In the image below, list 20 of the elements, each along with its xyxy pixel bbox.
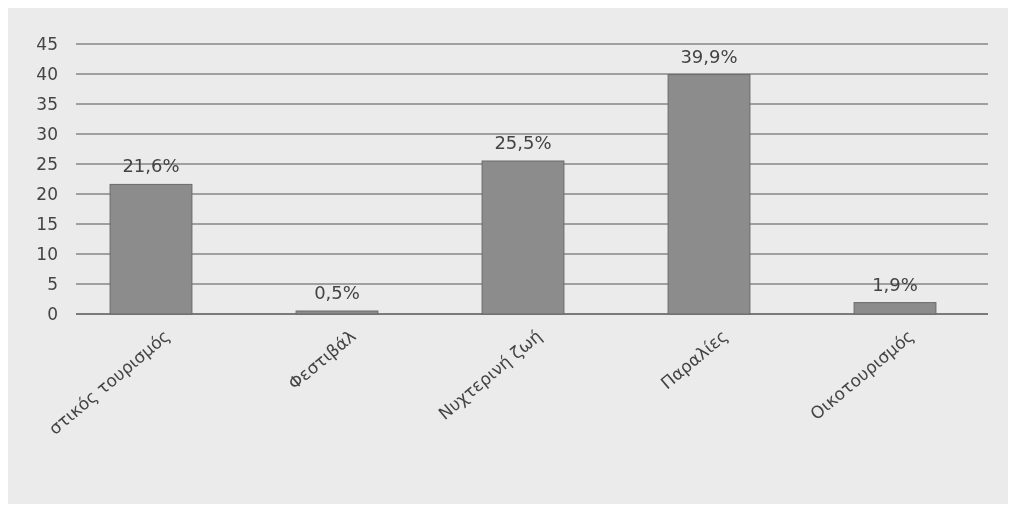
data-label: 21,6% bbox=[122, 155, 180, 177]
y-tick-label: 15 bbox=[36, 213, 58, 234]
bar bbox=[853, 302, 937, 315]
y-tick-label: 30 bbox=[36, 123, 58, 144]
bar bbox=[295, 310, 379, 315]
bar bbox=[667, 74, 751, 315]
data-label: 0,5% bbox=[314, 282, 360, 303]
y-tick-label: 20 bbox=[36, 183, 58, 204]
y-tick-label: 35 bbox=[36, 93, 58, 114]
y-tick-label: 5 bbox=[47, 273, 58, 294]
y-tick-label: 40 bbox=[36, 63, 58, 84]
y-tick-label: 10 bbox=[36, 243, 58, 264]
data-label: 39,9% bbox=[680, 45, 738, 67]
data-label: 25,5% bbox=[494, 132, 552, 153]
y-tick-label: 0 bbox=[47, 303, 58, 324]
data-label: 1,9% bbox=[872, 273, 918, 295]
bar bbox=[481, 160, 565, 315]
y-tick-label: 25 bbox=[36, 153, 58, 174]
bar bbox=[109, 183, 193, 315]
y-tick-label: 45 bbox=[36, 33, 58, 54]
